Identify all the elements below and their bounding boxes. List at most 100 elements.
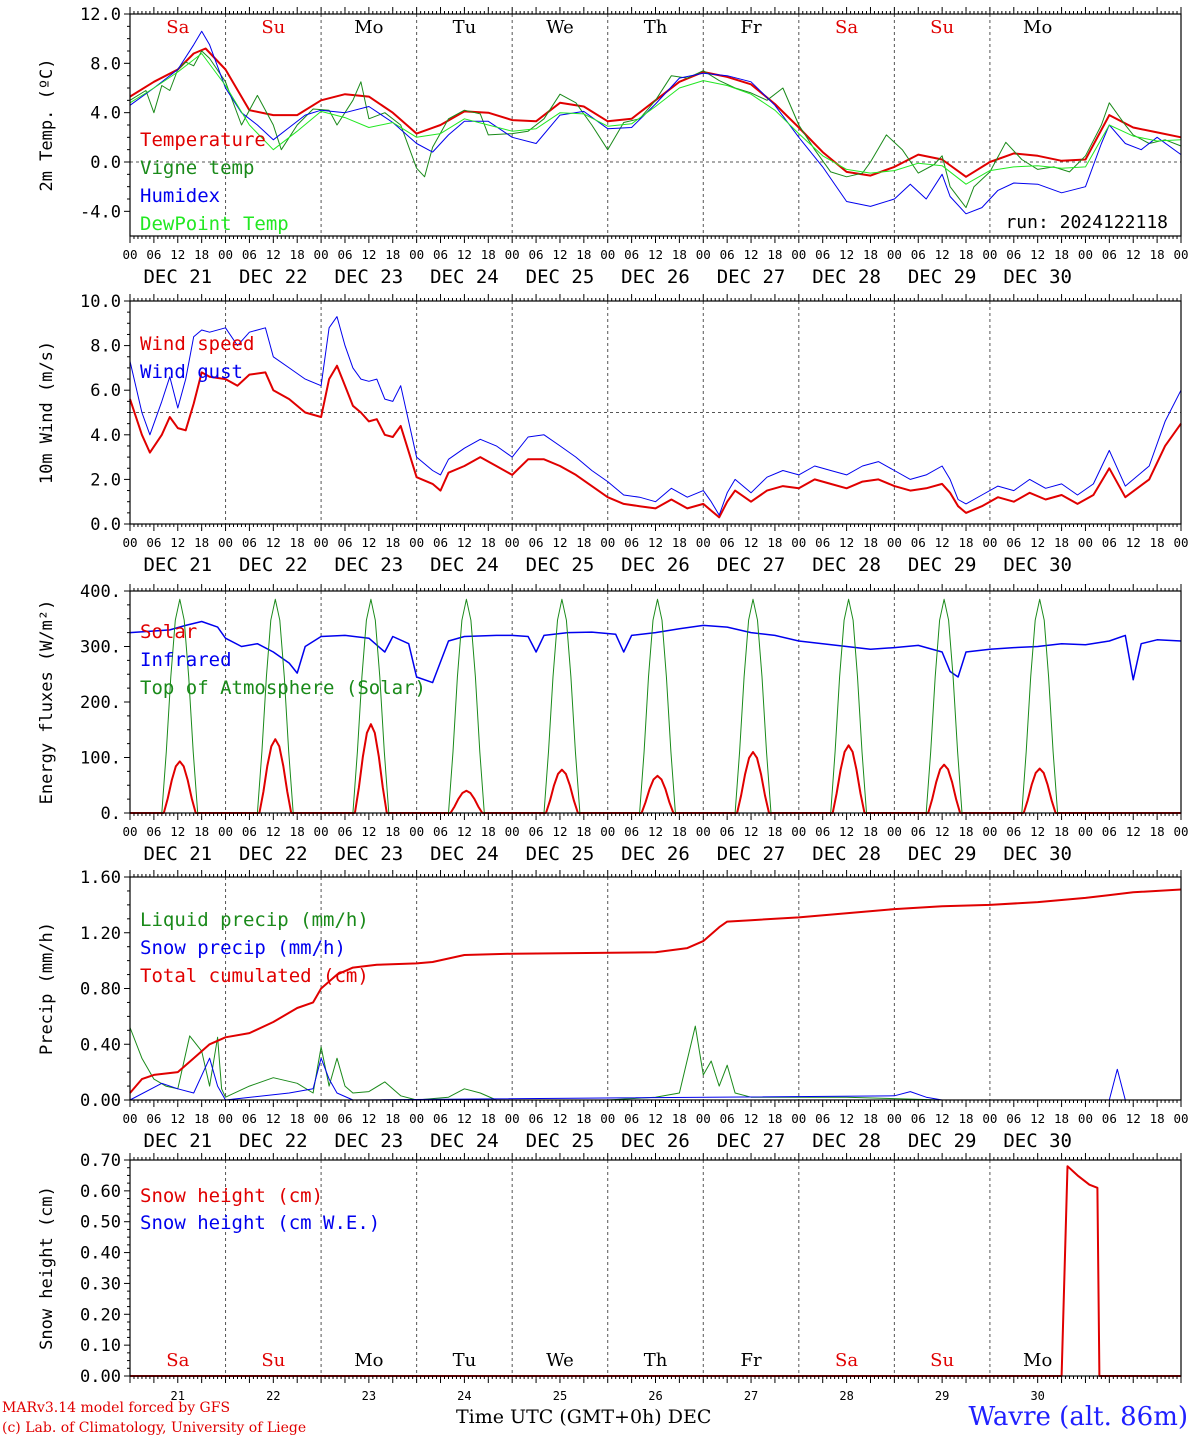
hour-label: 06 [337,824,352,839]
legend-entry: Snow height (cm W.E.) [140,1212,380,1234]
hour-label: 06 [146,824,161,839]
hour-label: 00 [982,535,997,550]
time-axis-label: Time UTC (GMT+0h) DEC [456,1406,712,1428]
date-label: DEC 21 [143,554,212,576]
hour-label: 00 [218,247,233,262]
hour-label: 06 [529,247,544,262]
hour-label: 18 [1150,1111,1165,1126]
date-label: DEC 25 [526,266,595,288]
y-axis-label: Energy fluxes (W/m²) [37,600,57,805]
hour-label: 18 [863,824,878,839]
hour-label: 00 [887,824,902,839]
hour-label: 06 [815,247,830,262]
hour-label: 18 [290,535,305,550]
y-tick-label: 1.60 [80,868,121,888]
legend-entry: Snow precip (mm/h) [140,937,346,959]
hour-label: 00 [314,247,329,262]
hour-label: 12 [1030,247,1045,262]
hour-label: 12 [744,247,759,262]
hour-label: 06 [1006,247,1021,262]
panel-precip [124,870,1182,1107]
hour-label: 00 [218,824,233,839]
hour-label: 06 [1102,1111,1117,1126]
day-number-label: 28 [839,1389,853,1403]
date-label: DEC 27 [717,554,786,576]
y-tick-label: 0.50 [80,1213,121,1233]
legend-entry: Total cumulated (cm) [140,965,369,987]
hour-label: 06 [529,535,544,550]
date-label: DEC 22 [239,554,308,576]
y-axis-label: 2m Temp. (ºC) [37,58,57,191]
y-axis-label: Snow height (cm) [37,1186,57,1350]
day-number-label: 25 [553,1389,567,1403]
hour-label: 00 [409,535,424,550]
weekday-label: Sa [835,1350,858,1371]
hour-label: 18 [767,535,782,550]
date-label: DEC 22 [239,1130,308,1152]
hour-label: 18 [1150,824,1165,839]
hour-label: 18 [767,247,782,262]
series-wind-gust [129,316,1182,516]
hour-label: 12 [1030,1111,1045,1126]
hour-label: 06 [624,535,639,550]
hour-label: 06 [433,1111,448,1126]
hour-label: 06 [624,824,639,839]
hour-label: 06 [720,1111,735,1126]
hour-label: 12 [170,247,185,262]
hour-label: 00 [600,1111,615,1126]
hour-label: 12 [935,1111,950,1126]
hour-label: 18 [481,247,496,262]
hour-label: 12 [361,824,376,839]
hour-label: 00 [1078,1111,1093,1126]
hour-label: 18 [576,1111,591,1126]
hour-label: 06 [1006,535,1021,550]
hour-label: 12 [361,535,376,550]
hour-label: 18 [1054,1111,1069,1126]
hour-label: 12 [1126,824,1141,839]
hour-label: 00 [696,247,711,262]
hour-label: 18 [958,824,973,839]
date-label: DEC 24 [430,843,499,865]
hour-label: 18 [290,247,305,262]
series-vigne-temp [129,50,1182,209]
hour-label: 12 [170,824,185,839]
weekday-label: We [546,1350,574,1371]
date-label: DEC 22 [239,266,308,288]
legend-entry: Wind speed [140,333,254,355]
date-label: DEC 24 [430,1130,499,1152]
hour-label: 18 [1054,535,1069,550]
hour-label: 12 [935,824,950,839]
hour-label: 18 [576,535,591,550]
panel-snow [124,1153,1182,1383]
date-label: DEC 29 [908,266,977,288]
y-tick-label: 0.0 [90,515,121,535]
hour-label: 06 [337,247,352,262]
date-label: DEC 25 [526,843,595,865]
hour-label: 00 [696,535,711,550]
hour-label: 18 [958,247,973,262]
hour-label: 00 [791,824,806,839]
y-tick-label: 0. [101,804,121,824]
hour-label: 12 [552,247,567,262]
weekday-label: Mo [1023,1350,1052,1371]
hour-label: 06 [529,1111,544,1126]
hour-label: 06 [337,1111,352,1126]
weekday-label: Mo [354,17,383,38]
legend-entry: DewPoint Temp [140,213,289,235]
hour-label: 06 [911,247,926,262]
hour-label: 12 [361,247,376,262]
hour-label: 00 [1173,247,1188,262]
hour-label: 06 [433,824,448,839]
hour-label: 12 [170,535,185,550]
hour-label: 18 [385,535,400,550]
hour-label: 18 [1054,247,1069,262]
date-label: DEC 23 [335,1130,404,1152]
weekday-label: Fr [740,17,761,38]
date-label: DEC 29 [908,554,977,576]
hour-label: 12 [1126,247,1141,262]
hour-label: 00 [505,247,520,262]
hour-label: 12 [361,1111,376,1126]
legend-entry: Wind gust [140,361,243,383]
y-tick-label: 0.60 [80,1182,121,1202]
date-label: DEC 27 [717,1130,786,1152]
